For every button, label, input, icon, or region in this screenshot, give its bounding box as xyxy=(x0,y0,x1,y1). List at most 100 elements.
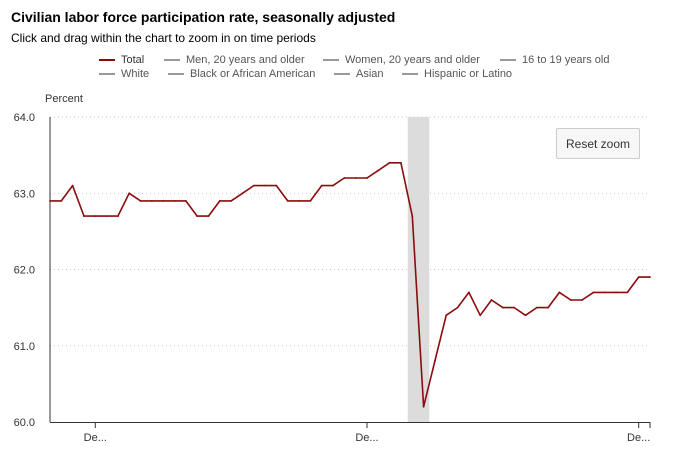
legend-label-hispanic: Hispanic or Latino xyxy=(424,68,513,80)
data-point[interactable] xyxy=(501,306,504,309)
data-point[interactable] xyxy=(547,306,550,309)
data-point[interactable] xyxy=(252,184,255,187)
data-point[interactable] xyxy=(603,291,606,294)
data-point[interactable] xyxy=(94,215,97,218)
legend-item-asian[interactable]: Asian xyxy=(334,68,384,80)
chart-title: Civilian labor force participation rate,… xyxy=(11,9,396,25)
y-tick-label: 60.0 xyxy=(14,417,35,429)
series-layer xyxy=(49,161,651,408)
legend-item-men-20-years-and-older[interactable]: Men, 20 years and older xyxy=(164,54,305,66)
data-point[interactable] xyxy=(377,169,380,172)
legend-item-hispanic-or-latino[interactable]: Hispanic or Latino xyxy=(402,68,512,80)
data-point[interactable] xyxy=(264,184,266,187)
legend-swatch-asian xyxy=(334,73,350,75)
legend-item-white[interactable]: White xyxy=(99,68,149,80)
y-tick-label: 63.0 xyxy=(14,188,35,200)
data-point[interactable] xyxy=(524,314,527,317)
legend-item-women-20-years-and-older[interactable]: Women, 20 years and older xyxy=(323,54,480,66)
data-point[interactable] xyxy=(60,199,63,202)
data-point[interactable] xyxy=(196,215,199,218)
data-point[interactable] xyxy=(626,291,629,294)
data-point[interactable] xyxy=(71,184,74,187)
legend-label-women: Women, 20 years and older xyxy=(345,54,480,66)
data-point[interactable] xyxy=(513,306,516,309)
data-point[interactable] xyxy=(615,291,617,294)
data-point[interactable] xyxy=(366,177,368,179)
legend-swatch-total xyxy=(99,59,115,61)
data-point[interactable] xyxy=(207,215,210,218)
y-tick-label: 64.0 xyxy=(14,112,35,124)
x-tick-label: De... xyxy=(627,432,650,444)
data-point[interactable] xyxy=(569,299,572,301)
x-tick-label: De... xyxy=(84,432,107,444)
axes xyxy=(49,117,651,428)
legend-label-black: Black or African American xyxy=(190,68,316,80)
data-point[interactable] xyxy=(456,306,459,309)
data-point[interactable] xyxy=(184,199,187,202)
data-point[interactable] xyxy=(637,276,640,279)
data-point[interactable] xyxy=(422,405,425,408)
legend-label-asian: Asian xyxy=(356,68,384,80)
legend-label-men: Men, 20 years and older xyxy=(186,54,305,66)
shaded-region-layer xyxy=(407,117,430,422)
legend-item-total[interactable]: Total xyxy=(99,54,144,66)
gridlines xyxy=(50,116,650,347)
legend-swatch-men xyxy=(164,59,180,61)
legend-swatch-women xyxy=(323,59,339,61)
legend-label-white: White xyxy=(121,68,150,80)
data-point[interactable] xyxy=(479,314,482,317)
data-point[interactable] xyxy=(162,199,165,202)
data-point[interactable] xyxy=(230,199,233,202)
legend-row-2: White Black or African American Asian Hi… xyxy=(0,68,673,82)
data-point[interactable] xyxy=(411,215,414,218)
y-tick-label: 61.0 xyxy=(14,341,35,353)
legend-swatch-hispanic xyxy=(402,73,418,75)
data-point[interactable] xyxy=(298,199,300,202)
data-point[interactable] xyxy=(275,184,278,187)
data-point[interactable] xyxy=(592,291,595,294)
legend-label-teens: 16 to 19 years old xyxy=(522,54,610,66)
data-point[interactable] xyxy=(173,199,176,202)
data-point[interactable] xyxy=(332,184,334,187)
reset-zoom-button[interactable]: Reset zoom xyxy=(556,128,640,159)
data-point[interactable] xyxy=(445,314,448,317)
data-point[interactable] xyxy=(400,161,402,164)
legend-item-16-to-19-years-old[interactable]: 16 to 19 years old xyxy=(500,54,609,66)
data-point[interactable] xyxy=(354,177,357,179)
data-point[interactable] xyxy=(649,276,651,279)
legend-swatch-black xyxy=(168,73,184,75)
data-point[interactable] xyxy=(388,161,391,164)
data-point[interactable] xyxy=(83,215,85,218)
data-point[interactable] xyxy=(535,306,538,309)
data-point[interactable] xyxy=(434,360,436,362)
legend-row-1: Total Men, 20 years and older Women, 20 … xyxy=(0,54,673,68)
legend-label-total: Total xyxy=(121,54,145,66)
y-tick-label: 62.0 xyxy=(14,265,35,277)
data-point[interactable] xyxy=(309,199,312,202)
tick-labels: 60.0 61.0 62.0 63.0 64.0 De... De... De... xyxy=(14,112,651,444)
data-point[interactable] xyxy=(467,291,470,294)
shaded-region xyxy=(407,117,430,422)
data-point[interactable] xyxy=(128,192,131,195)
data-point[interactable] xyxy=(139,199,142,202)
data-point[interactable] xyxy=(558,291,561,294)
data-point[interactable] xyxy=(241,192,244,195)
data-point[interactable] xyxy=(150,199,153,202)
legend-swatch-teens xyxy=(500,59,516,61)
x-tick-label: De... xyxy=(355,432,378,444)
data-point[interactable] xyxy=(581,299,583,301)
y-axis-label: Percent xyxy=(45,93,83,105)
data-point[interactable] xyxy=(320,184,323,187)
data-point[interactable] xyxy=(105,215,108,218)
data-point[interactable] xyxy=(49,199,51,202)
data-point[interactable] xyxy=(218,199,221,202)
data-point[interactable] xyxy=(490,299,493,301)
data-point[interactable] xyxy=(117,215,119,218)
legend-swatch-white xyxy=(99,73,115,75)
legend-item-black-or-african-american[interactable]: Black or African American xyxy=(168,68,315,80)
data-point[interactable] xyxy=(286,199,289,202)
series-line-total[interactable] xyxy=(50,162,650,408)
chart-subtitle: Click and drag within the chart to zoom … xyxy=(11,31,316,45)
data-point[interactable] xyxy=(343,177,346,179)
